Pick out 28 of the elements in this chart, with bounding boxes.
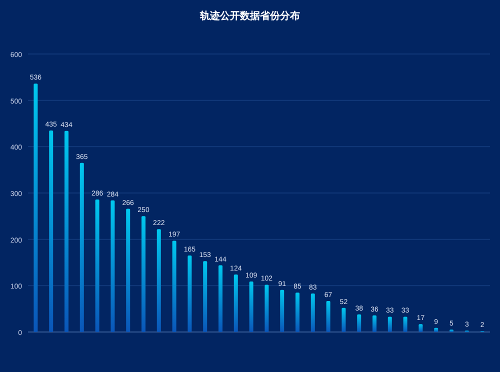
bar [249,281,254,332]
bar [49,130,54,332]
bar [264,284,269,332]
bar [388,316,392,332]
bar [172,240,176,332]
bar [280,290,284,332]
bar [342,308,346,332]
bar [310,294,315,332]
bar [95,199,100,332]
bar [234,274,238,332]
bar [64,130,68,332]
bar [218,265,222,332]
bar [403,316,408,332]
bar [372,315,376,332]
bar [188,256,192,332]
chart-title: 轨迹公开数据省份分布 [199,10,300,22]
bar [142,216,146,332]
bar [326,300,330,332]
bar [34,84,38,332]
bar [296,292,300,332]
bar [126,208,130,332]
bar [357,314,362,332]
bar [434,328,438,332]
bar [110,200,115,332]
bar [156,229,161,332]
bar [203,261,208,332]
bar [80,162,84,332]
bar [418,324,423,332]
